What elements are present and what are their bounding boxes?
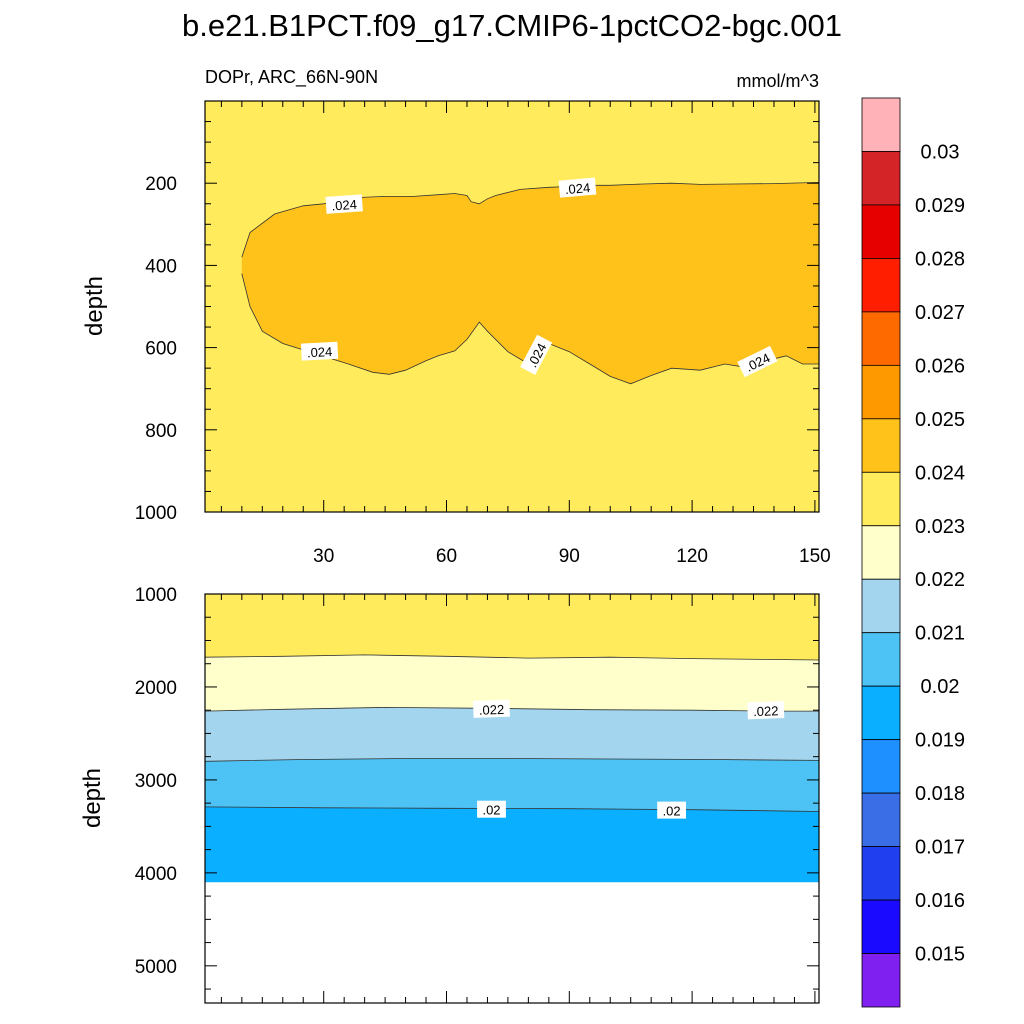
lower-contour-line bbox=[205, 806, 819, 812]
upper-panel-ticks: 200 400 600 800 1000 30 60 90 120 150 bbox=[135, 100, 831, 567]
lower-panel-contour-labels: .022 .022 .02 .02 bbox=[472, 699, 785, 819]
colorbar-swatch bbox=[861, 204, 901, 259]
colorbar-label: 0.026 bbox=[915, 355, 965, 377]
colorbar-label: 0.028 bbox=[915, 248, 965, 270]
colorbar-label: 0.022 bbox=[915, 569, 965, 591]
contour-label-box bbox=[657, 801, 686, 819]
contour-label: .024 bbox=[325, 194, 363, 214]
contour-label: .02 bbox=[477, 800, 506, 818]
upper-panel-ylabel: depth bbox=[81, 276, 108, 336]
contour-label-box bbox=[747, 701, 785, 720]
chart-left-subtitle: DOPr, ARC_66N-90N bbox=[205, 67, 378, 88]
colorbar-swatch bbox=[861, 792, 901, 847]
chart-right-subtitle: mmol/m^3 bbox=[737, 71, 819, 91]
colorbar-swatch bbox=[861, 632, 901, 687]
y-tick-label: 1000 bbox=[135, 585, 177, 606]
colorbar-label: 0.02 bbox=[921, 676, 960, 698]
lower-panel-contour-lines bbox=[205, 654, 819, 812]
colorbar-swatch bbox=[861, 97, 901, 152]
colorbar-label: 0.023 bbox=[915, 516, 965, 538]
y-tick-label: 3000 bbox=[135, 771, 177, 792]
contour-label-text: .022 bbox=[753, 703, 779, 719]
chart-title: b.e21.B1PCT.f09_g17.CMIP6-1pctCO2-bgc.00… bbox=[182, 8, 842, 43]
lower-panel-ylabel: depth bbox=[79, 768, 106, 828]
contour-label-box bbox=[477, 800, 506, 818]
colorbar-swatch bbox=[861, 151, 901, 206]
lower-contour-line bbox=[205, 758, 819, 762]
colorbar-swatch bbox=[861, 311, 901, 366]
y-tick-label: 800 bbox=[145, 421, 177, 442]
colorbar-swatch bbox=[861, 846, 901, 901]
y-tick-label: 200 bbox=[145, 174, 177, 195]
colorbar-swatch bbox=[861, 471, 901, 527]
lower-panel-ticks: 1000 2000 3000 4000 5000 bbox=[135, 585, 819, 1003]
contour-label-box bbox=[325, 194, 363, 214]
x-tick-label: 30 bbox=[313, 546, 334, 567]
y-tick-label: 4000 bbox=[135, 864, 177, 885]
colorbar-swatch bbox=[861, 739, 901, 794]
colorbar-swatch bbox=[861, 953, 901, 1008]
contour-label: .022 bbox=[472, 699, 510, 718]
colorbar-swatch bbox=[861, 258, 901, 313]
lower-band-fill bbox=[205, 707, 819, 762]
contour-label: .024 bbox=[558, 177, 597, 198]
y-tick-label: 1000 bbox=[135, 503, 177, 524]
x-tick-label: 120 bbox=[676, 546, 708, 567]
upper-panel-fill bbox=[205, 101, 819, 512]
colorbar-label: 0.018 bbox=[915, 783, 965, 805]
y-tick-label: 600 bbox=[145, 339, 177, 360]
lower-panel-frame bbox=[204, 593, 820, 1004]
contour-label-text: .022 bbox=[479, 702, 505, 718]
colorbar-label: 0.025 bbox=[915, 409, 965, 431]
contour-label-box bbox=[300, 341, 339, 361]
lower-panel-fill bbox=[205, 594, 819, 883]
y-tick-label: 400 bbox=[145, 256, 177, 277]
contour-label-text: .024 bbox=[307, 344, 333, 360]
contour-line-024-bottom bbox=[241, 273, 819, 385]
x-tick-label: 60 bbox=[436, 546, 457, 567]
colorbar-label: 0.021 bbox=[915, 623, 965, 645]
colorbar-label: 0.024 bbox=[915, 462, 965, 484]
colorbar-swatch bbox=[861, 685, 901, 741]
colorbar: 0.03 0.029 0.028 0.027 0.026 0.025 0.024 0.023 0… bbox=[861, 97, 965, 1008]
lower-panel: .022 .022 .02 .02 1000 2000 3000 4000 5000 dept… bbox=[79, 585, 820, 1004]
colorbar-label: 0.027 bbox=[915, 302, 965, 324]
y-tick-label: 2000 bbox=[135, 678, 177, 699]
colorbar-label: 0.03 bbox=[921, 141, 960, 163]
contour-label-text: .02 bbox=[663, 804, 681, 819]
contour-label-box bbox=[558, 177, 597, 198]
upper-region-fill bbox=[241, 182, 819, 384]
lower-band-fill bbox=[205, 758, 819, 812]
x-tick-label: 150 bbox=[799, 546, 831, 567]
x-tick-label: 90 bbox=[559, 546, 580, 567]
lower-contour-line bbox=[205, 654, 819, 661]
contour-label-box bbox=[737, 345, 778, 378]
lower-band-fill bbox=[205, 654, 819, 712]
colorbar-label: 0.019 bbox=[915, 730, 965, 752]
contour-label-text: .02 bbox=[482, 803, 500, 818]
lower-band-fill bbox=[205, 806, 819, 883]
lower-band-fill bbox=[205, 594, 819, 660]
colorbar-label: 0.017 bbox=[915, 837, 965, 859]
colorbar-label: 0.029 bbox=[915, 195, 965, 217]
contour-label-box bbox=[520, 334, 553, 375]
colorbar-swatch bbox=[861, 578, 901, 634]
contour-label: .024 bbox=[300, 341, 339, 361]
colorbar-swatch bbox=[861, 525, 901, 580]
contour-label-box bbox=[472, 699, 510, 718]
colorbar-swatch bbox=[861, 364, 901, 420]
colorbar-swatch bbox=[861, 899, 901, 954]
y-tick-label: 5000 bbox=[135, 957, 177, 978]
colorbar-swatch bbox=[861, 418, 901, 473]
contour-label-text: .024 bbox=[564, 180, 591, 197]
contour-label: .02 bbox=[657, 801, 686, 819]
contour-label: .022 bbox=[747, 701, 785, 720]
contour-label-text: .024 bbox=[331, 197, 357, 214]
colorbar-label: 0.016 bbox=[915, 890, 965, 912]
colorbar-label: 0.015 bbox=[915, 944, 965, 966]
